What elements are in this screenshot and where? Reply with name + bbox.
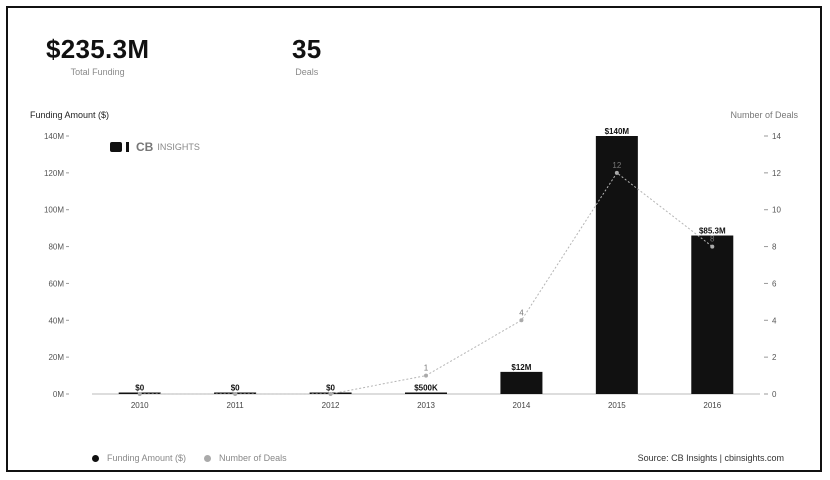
legend-label-deals[interactable]: Number of Deals (219, 453, 287, 463)
deals-point (710, 244, 715, 249)
deals-point (519, 318, 524, 323)
deals-point (424, 373, 428, 378)
deals-point (328, 392, 333, 396)
legend-label-funding[interactable]: Funding Amount ($) (107, 453, 187, 463)
x-tick-label: 2012 (322, 401, 340, 410)
logo-text: CB (136, 140, 154, 154)
y-left-tick-label: 40M (48, 316, 64, 325)
y-left-tick-label: 60M (48, 279, 64, 288)
bar-data-label: $0 (231, 384, 240, 393)
y-left-tick-label: 100M (44, 206, 64, 215)
y-right-tick-label: 12 (772, 169, 781, 178)
deals-point (614, 170, 619, 175)
y-left-tick-label: 20M (48, 353, 64, 362)
y-axis-right-title: Number of Deals (730, 110, 798, 120)
bar-data-label: $12M (511, 363, 531, 372)
bar-funding (691, 235, 734, 394)
kpi-deals-value: 35 (292, 34, 322, 64)
y-right-tick-label: 14 (772, 132, 781, 141)
cb-insights-logo: CB INSIGHTS (110, 140, 200, 154)
y-right-tick-label: 10 (772, 206, 781, 215)
y-right-tick-label: 6 (772, 279, 777, 288)
deals-point (137, 392, 142, 396)
y-left-tick-label: 80M (48, 243, 64, 252)
y-right-tick-label: 0 (772, 390, 777, 399)
x-tick-label: 2010 (131, 401, 149, 410)
x-tick-label: 2011 (227, 401, 245, 410)
deals-data-label: 4 (519, 308, 524, 317)
kpi-total-funding-value: $235.3M (46, 34, 150, 64)
legend: Funding Amount ($) Number of Deals (92, 453, 287, 463)
legend-dot-deals-icon (204, 454, 212, 462)
kpi-deals-label: Deals (295, 67, 319, 77)
deals-data-label: 1 (424, 364, 429, 373)
y-left-tick-label: 0M (53, 390, 64, 399)
y-left-tick-label: 140M (44, 132, 64, 141)
x-tick-label: 2013 (417, 401, 435, 410)
bar-data-label: $0 (326, 384, 335, 393)
deals-point (233, 392, 238, 396)
kpi-deals: 35 Deals (292, 34, 322, 77)
x-tick-label: 2015 (608, 401, 626, 410)
bar-funding (595, 136, 638, 394)
bar-data-label: $0 (135, 384, 144, 393)
bar-funding (500, 371, 543, 394)
deals-data-label: 12 (612, 161, 621, 170)
y-axis-left-title: Funding Amount ($) (30, 110, 110, 120)
y-left-tick-label: 120M (44, 169, 64, 178)
legend-dot-funding-icon (92, 454, 99, 462)
bar-data-label: $500K (414, 384, 438, 393)
y-right-tick-label: 4 (772, 316, 777, 325)
bar-data-label: $140M (605, 127, 630, 136)
y-right-tick-label: 8 (772, 243, 777, 252)
bar-data-label: $85.3M (699, 227, 726, 236)
bar-funding (405, 392, 447, 394)
y-right-tick-label: 2 (772, 353, 777, 362)
source-note: Source: CB Insights | cbinsights.com (637, 453, 784, 463)
kpi-total-funding: $235.3M Total Funding (46, 34, 149, 77)
cb-logo-mark-icon (110, 142, 122, 152)
cb-logo-bar-icon (126, 142, 132, 152)
kpi-total-funding-label: Total Funding (70, 67, 125, 77)
logo-subtext: INSIGHTS (157, 142, 200, 152)
x-tick-label: 2016 (703, 401, 721, 410)
deals-data-label: 8 (710, 235, 715, 244)
x-tick-label: 2014 (513, 401, 531, 410)
